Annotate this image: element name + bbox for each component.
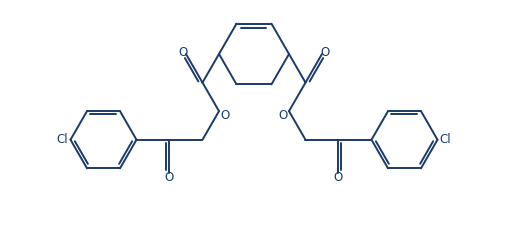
- Text: Cl: Cl: [57, 133, 69, 146]
- Text: O: O: [165, 171, 174, 184]
- Text: O: O: [320, 46, 330, 58]
- Text: Cl: Cl: [439, 133, 451, 146]
- Text: O: O: [278, 109, 288, 122]
- Text: O: O: [178, 46, 188, 58]
- Text: O: O: [334, 171, 343, 184]
- Text: O: O: [220, 109, 230, 122]
